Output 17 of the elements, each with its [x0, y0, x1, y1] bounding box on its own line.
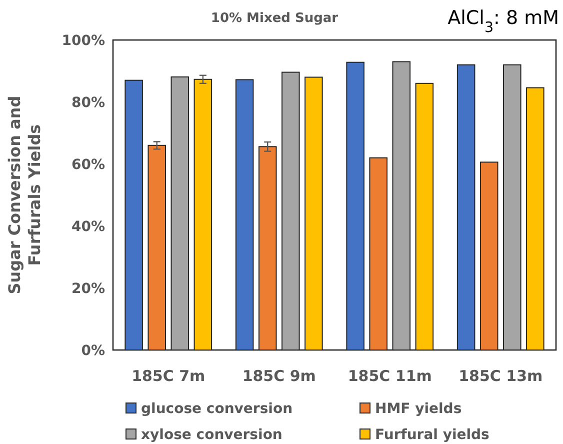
text: AlCl$_{3}$: 8 mM — [448, 7, 559, 36]
y-tick-label: 20% — [71, 280, 105, 297]
y-tick-label: 40% — [71, 218, 105, 235]
legend-label: xylose conversion — [141, 426, 282, 443]
legend-label: HMF yields — [375, 400, 462, 417]
chart-title: 10% Mixed Sugar — [210, 11, 339, 26]
x-tick-label: 185C 11m — [348, 367, 432, 385]
x-tick-label: 185C 9m — [242, 367, 316, 385]
y-axis-title: Sugar Conversion and Furfurals Yields — [5, 96, 44, 294]
y-tick-label: 0% — [81, 342, 105, 359]
x-tick-label: 185C 7m — [132, 367, 206, 385]
y-tick-label: 80% — [71, 94, 105, 111]
y-tick-label: 100% — [62, 32, 105, 49]
legend-label: Furfural yields — [375, 426, 490, 443]
y-tick-label: 60% — [71, 156, 105, 173]
legend-label: glucose conversion — [141, 400, 293, 417]
x-tick-label: 185C 13m — [458, 367, 543, 385]
